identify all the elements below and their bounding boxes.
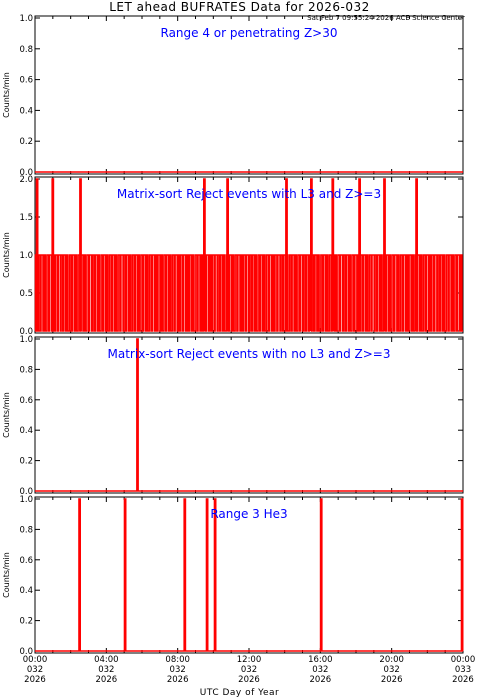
series-spike xyxy=(310,178,313,331)
y-tick-label: 1.0 xyxy=(19,495,33,505)
series-line xyxy=(34,254,463,332)
x-tick-label: 16:00 xyxy=(308,655,333,665)
series-spike xyxy=(205,498,209,651)
generation-timestamp: Sat Feb 7 09:55:24 2026 ACE Science Cent… xyxy=(307,14,465,22)
series-spike xyxy=(319,498,323,651)
y-tick-label: 0.8 xyxy=(19,525,33,535)
y-axis-label: Counts/min xyxy=(2,392,11,438)
chart-title: LET ahead BUFRATES Data for 2026-032 xyxy=(109,0,370,14)
y-tick-label: 0.6 xyxy=(19,556,33,566)
y-tick-label: 0.0 xyxy=(19,168,33,178)
x-tick-label: 2026 xyxy=(452,675,474,685)
x-tick-label: 032 xyxy=(27,665,43,675)
x-tick-label: 00:00 xyxy=(23,655,48,665)
series-spike xyxy=(203,178,206,331)
y-tick-label: 0.6 xyxy=(19,396,33,406)
y-tick-label: 0.0 xyxy=(19,487,33,497)
x-tick-label: 20:00 xyxy=(379,655,404,665)
x-axis-label: UTC Day of Year xyxy=(199,688,280,698)
y-tick-label: 1.5 xyxy=(19,213,33,223)
series-spike xyxy=(213,498,217,651)
y-tick-label: 0.5 xyxy=(19,289,33,299)
y-tick-label: 1.0 xyxy=(19,251,33,261)
y-tick-label: 0.8 xyxy=(19,365,33,375)
x-tick-label: 033 xyxy=(455,665,471,675)
series-spike xyxy=(331,178,335,331)
y-tick-label: 0.0 xyxy=(19,647,33,657)
x-tick-label: 2026 xyxy=(24,675,46,685)
x-tick-label: 12:00 xyxy=(237,655,262,665)
y-tick-label: 0.6 xyxy=(19,76,33,86)
y-tick-label: 0.4 xyxy=(19,426,33,436)
series-spike xyxy=(415,178,418,331)
x-tick-label: 2026 xyxy=(167,675,189,685)
series-spike xyxy=(51,178,55,331)
y-tick-label: 1.0 xyxy=(19,335,33,345)
x-tick-label: 032 xyxy=(312,665,328,675)
y-tick-label: 0.2 xyxy=(19,617,33,627)
y-axis-label: Counts/min xyxy=(2,232,11,278)
y-tick-label: 0.2 xyxy=(19,137,33,147)
x-tick-label: 04:00 xyxy=(94,655,119,665)
y-tick-label: 0.4 xyxy=(19,106,33,116)
panel-label: Matrix-sort Reject events with L3 and Z>… xyxy=(117,187,381,201)
x-tick-label: 2026 xyxy=(238,675,260,685)
x-tick-label: 032 xyxy=(98,665,114,675)
series-spike xyxy=(226,178,229,331)
panel-label: Range 3 He3 xyxy=(210,507,287,521)
series-spike xyxy=(35,178,39,331)
y-axis-label: Counts/min xyxy=(2,552,11,598)
x-tick-label: 2026 xyxy=(310,675,332,685)
y-tick-label: 0.2 xyxy=(19,457,33,467)
x-tick-label: 032 xyxy=(384,665,400,675)
series-spike xyxy=(123,498,127,651)
panel-label: Range 4 or penetrating Z>30 xyxy=(161,26,338,40)
y-tick-label: 0.4 xyxy=(19,586,33,596)
x-tick-label: 08:00 xyxy=(165,655,190,665)
series-spike xyxy=(358,178,361,331)
y-tick-label: 2.0 xyxy=(19,175,33,185)
series-spike xyxy=(79,178,82,331)
series-spike xyxy=(78,498,81,651)
x-tick-label: 2026 xyxy=(381,675,403,685)
x-tick-label: 032 xyxy=(170,665,186,675)
panel-label: Matrix-sort Reject events with no L3 and… xyxy=(108,347,391,361)
series-spike xyxy=(460,498,464,651)
x-tick-label: 032 xyxy=(241,665,257,675)
x-tick-label: 00:00 xyxy=(451,655,476,665)
series-spike xyxy=(285,178,288,331)
series-spike xyxy=(383,178,386,331)
y-tick-label: 1.0 xyxy=(19,14,33,24)
series-spike xyxy=(183,498,187,651)
y-axis-label: Counts/min xyxy=(2,72,11,118)
series-spike xyxy=(136,338,139,491)
x-tick-label: 2026 xyxy=(96,675,118,685)
y-tick-label: 0.8 xyxy=(19,45,33,55)
y-tick-label: 0.0 xyxy=(19,327,33,337)
